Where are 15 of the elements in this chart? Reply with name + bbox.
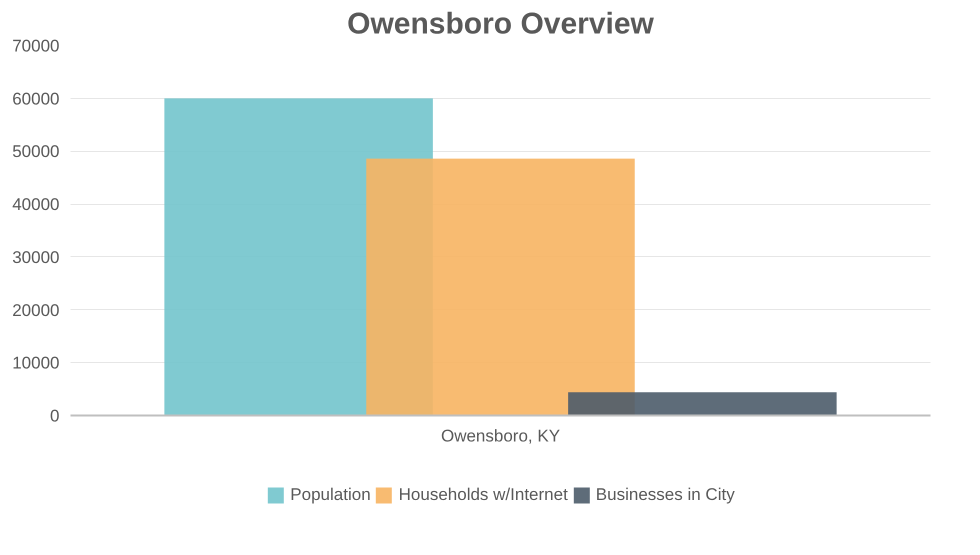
y-tick-label: 10000 [12,354,60,373]
x-tick-label: Owensboro, KY [440,426,560,446]
bar [366,158,635,416]
y-tick-label: 60000 [12,89,60,108]
y-tick-label: 20000 [12,300,60,320]
legend-label: Businesses in City [596,485,735,505]
legend-label: Households w/Internet [398,485,568,505]
y-tick-label: 50000 [12,142,60,162]
bar [568,392,837,416]
y-tick-label: 30000 [12,248,60,267]
chart-title: Owensboro Overview [347,8,655,40]
legend-label: Population [290,485,371,505]
y-tick-label: 0 [50,406,60,426]
y-tick-label: 70000 [12,36,60,56]
y-tick-label: 40000 [12,195,60,214]
